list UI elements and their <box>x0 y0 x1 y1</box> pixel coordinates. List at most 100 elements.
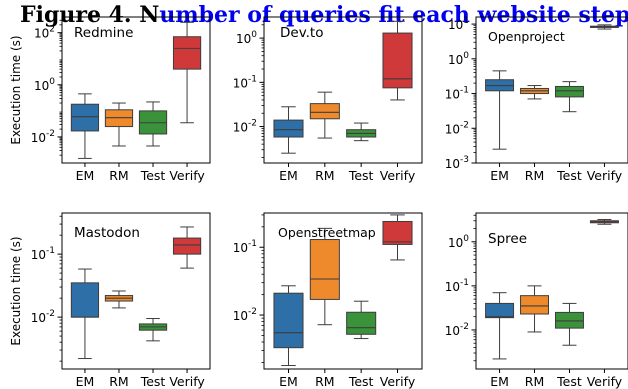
y-tick-label-base: 10 <box>34 27 49 41</box>
y-tick-label-base: 10 <box>31 311 46 325</box>
x-tick-label: Verify <box>169 374 205 389</box>
box-iqr <box>172 36 202 70</box>
y-tick-label-base: 10 <box>445 122 460 136</box>
y-tick-label: 10-2 <box>233 307 257 323</box>
x-tick-label: EM <box>279 374 298 389</box>
y-tick-label-exponent: -1 <box>460 278 469 288</box>
x-tick-label: Test <box>556 374 582 389</box>
y-tick-label: 10-1 <box>445 278 469 294</box>
y-tick-label: 10-1 <box>445 86 469 102</box>
x-tick-label: RM <box>525 168 544 183</box>
y-tick-label: 10-1 <box>233 239 257 255</box>
y-tick-label-exponent: -1 <box>248 239 257 249</box>
y-tick-label-exponent: 1 <box>463 16 469 26</box>
y-tick-label-exponent: -2 <box>248 307 257 317</box>
box-test <box>346 122 377 142</box>
x-tick-label: Test <box>348 168 374 183</box>
x-tick-label: EM <box>490 374 509 389</box>
y-tick-label-base: 10 <box>233 76 248 90</box>
y-tick-label: 10-2 <box>233 119 257 135</box>
box-iqr <box>485 302 515 319</box>
y-tick-label-exponent: 0 <box>463 51 469 61</box>
box-rm <box>520 85 550 100</box>
y-tick-label-base: 10 <box>31 248 46 262</box>
box-em <box>273 285 304 367</box>
box-rm <box>520 285 550 333</box>
y-tick-label-exponent: -2 <box>46 309 55 319</box>
box-iqr <box>273 292 304 349</box>
box-em <box>70 93 100 159</box>
box-verify <box>589 24 619 30</box>
box-rm <box>309 91 340 139</box>
box-test <box>554 81 584 113</box>
box-verify <box>382 214 413 261</box>
axes-frame <box>263 212 423 370</box>
y-axis-label: Execution time (s) <box>9 236 23 345</box>
axes-frame <box>475 16 628 164</box>
box-em <box>485 292 515 360</box>
box-iqr <box>554 311 584 329</box>
y-tick-label-base: 10 <box>236 32 251 46</box>
axes-frame <box>61 212 211 370</box>
panel-mastodon: 10-210-1EM RM Test VerifyMastodonExecution … <box>9 212 211 389</box>
y-tick-label-exponent: 0 <box>251 30 257 40</box>
box-iqr <box>309 103 340 120</box>
box-iqr <box>346 311 377 335</box>
box-iqr <box>520 295 550 315</box>
y-tick-label-base: 10 <box>448 236 463 250</box>
y-tick-label-exponent: 0 <box>463 234 469 244</box>
box-verify <box>589 219 619 225</box>
box-iqr <box>382 220 413 245</box>
x-tick-label: EM <box>76 374 95 389</box>
y-tick-label-exponent: -2 <box>46 129 55 139</box>
box-verify <box>172 226 202 269</box>
panel-title: Dev.to <box>280 25 324 41</box>
axes-frame <box>61 16 211 164</box>
y-tick-label: 101 <box>448 16 469 32</box>
y-tick-label-exponent: 2 <box>49 25 55 35</box>
y-tick-label-exponent: -2 <box>460 322 469 332</box>
box-rm <box>309 227 340 326</box>
box-iqr <box>554 85 584 98</box>
y-tick-label-exponent: -2 <box>248 119 257 129</box>
y-tick-label-base: 10 <box>448 18 463 32</box>
x-tick-label: EM <box>490 168 509 183</box>
y-tick-label: 10-2 <box>445 120 469 136</box>
y-tick-label-exponent: 0 <box>49 77 55 87</box>
y-tick-label-base: 10 <box>445 280 460 294</box>
box-iqr <box>70 103 100 132</box>
box-em <box>70 268 100 360</box>
y-tick-label-base: 10 <box>233 309 248 323</box>
y-tick-label-base: 10 <box>31 131 46 145</box>
y-axis-label: Execution time (s) <box>9 35 23 144</box>
y-tick-label-base: 10 <box>233 241 248 255</box>
x-tick-label: Verify <box>587 168 623 183</box>
box-iqr <box>273 119 304 138</box>
panel-title: Mastodon <box>74 225 140 241</box>
panel-title: Redmine <box>74 25 133 41</box>
y-tick-label-exponent: -1 <box>248 74 257 84</box>
y-tick-label-base: 10 <box>445 88 460 102</box>
y-tick-label: 10-1 <box>233 74 257 90</box>
x-tick-label: RM <box>525 374 544 389</box>
x-tick-label: Verify <box>587 374 623 389</box>
axes-frame <box>475 212 628 370</box>
figure-title-black: Figure 4. N <box>20 2 159 28</box>
x-tick-label: Verify <box>380 168 416 183</box>
y-tick-label: 10-2 <box>445 322 469 338</box>
y-tick-label: 10-2 <box>31 129 55 145</box>
box-iqr <box>309 239 340 300</box>
box-test <box>554 302 584 346</box>
y-tick-label: 100 <box>448 51 469 67</box>
y-tick-label-base: 10 <box>233 121 248 135</box>
y-tick-label-base: 10 <box>34 79 49 93</box>
y-tick-label-exponent: -3 <box>460 155 469 165</box>
x-tick-label: Test <box>348 374 374 389</box>
